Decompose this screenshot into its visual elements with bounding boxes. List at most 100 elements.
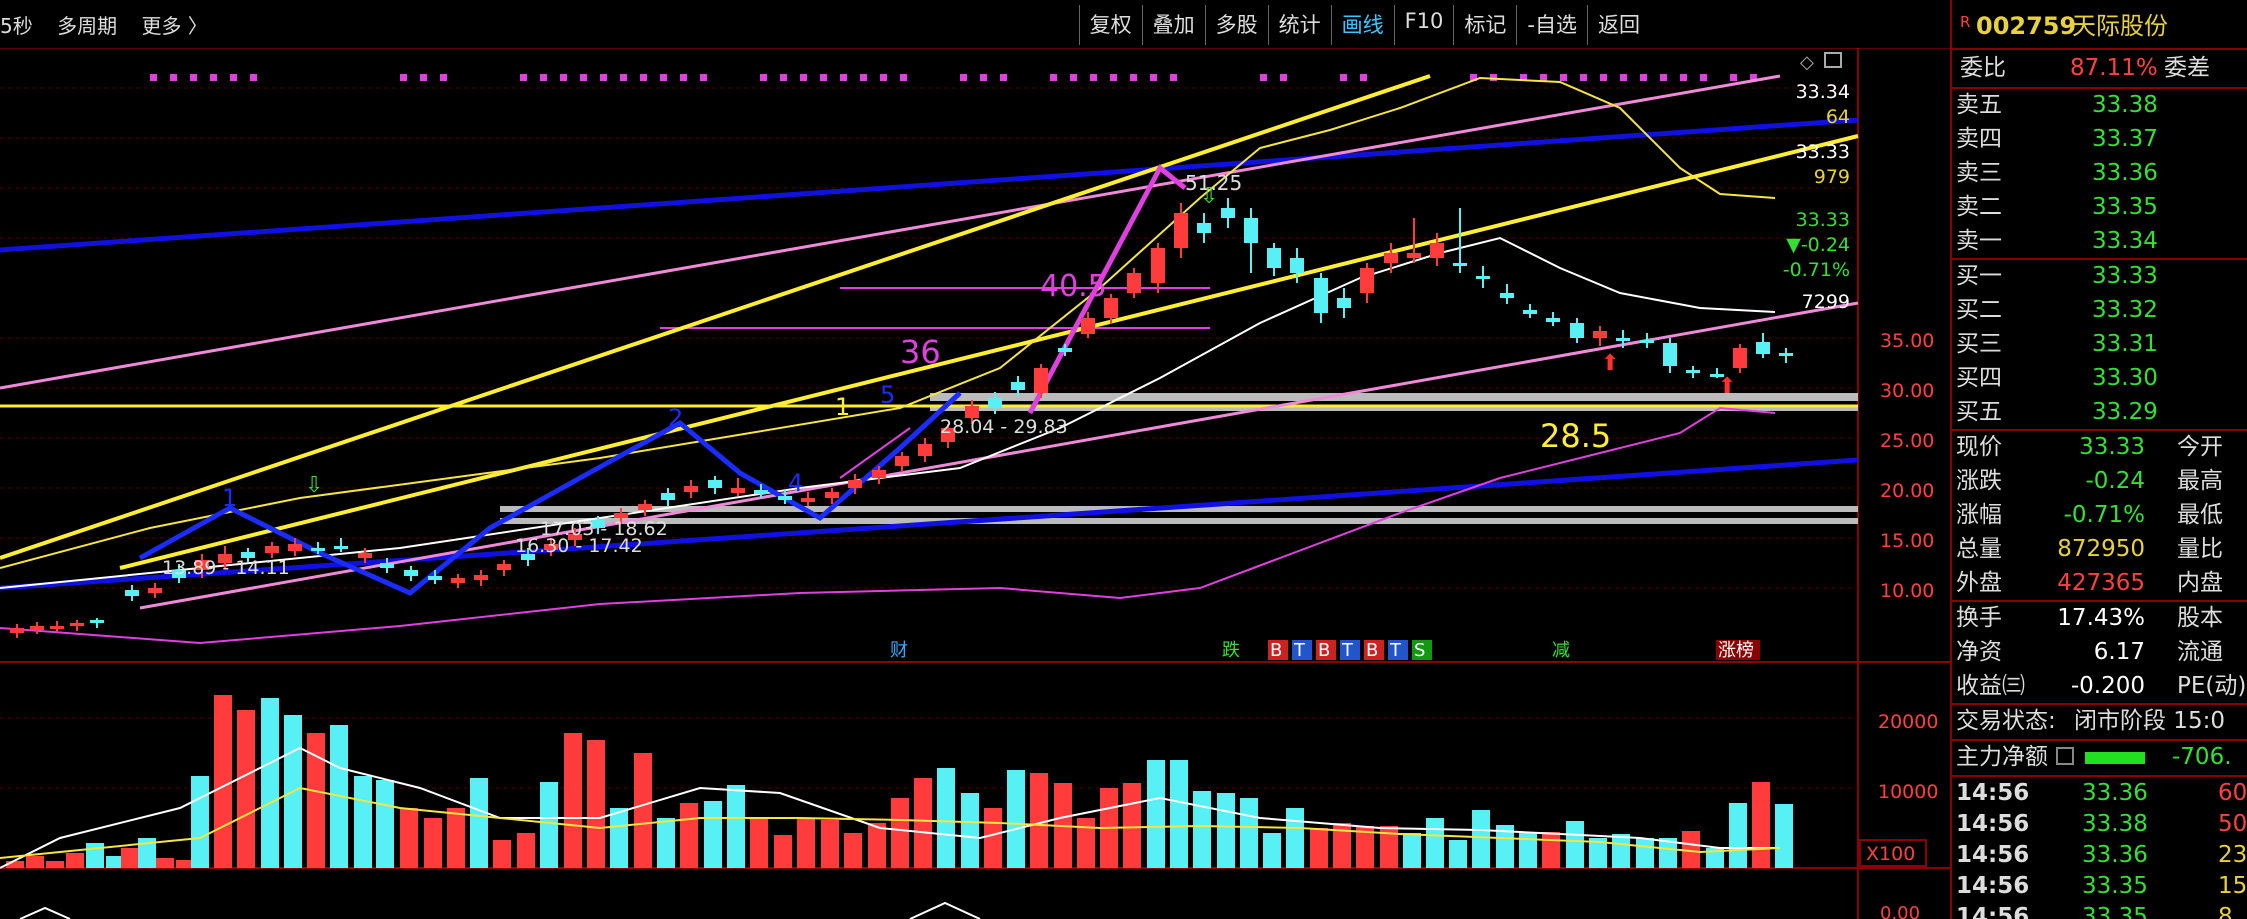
order-ratio-row: 委比 87.11% 委差 [1952,52,2247,85]
event-marker[interactable]: T [1341,640,1354,661]
marker-dot [780,74,787,81]
candle-body [1034,368,1048,393]
quote-label-2: 内盘 [2177,570,2223,596]
quote-label-2: 量比 [2177,536,2223,562]
volume-bar [447,808,465,868]
event-marker[interactable]: B [1270,640,1282,661]
toolbar-back-button[interactable]: 返回 [1587,5,1650,45]
candle-body [125,590,139,596]
event-marker[interactable]: 财 [890,640,908,661]
volume-bar [376,780,394,868]
event-marker[interactable]: 减 [1552,640,1570,661]
toolbar-watchlist-button[interactable]: -自选 [1516,5,1587,45]
toolbar-overlay-button[interactable]: 叠加 [1141,5,1205,45]
marker-dot [520,74,527,81]
toolbar-stats-button[interactable]: 统计 [1267,5,1331,45]
candle-body [70,623,84,626]
pink-trend-line-top[interactable] [0,74,1781,390]
candle-body [1174,213,1188,248]
axis-readout: ▼-0.24 [1786,234,1850,256]
pink-trend-line-bottom[interactable] [139,301,1859,610]
order-level-price: 33.29 [2092,399,2158,425]
candle-body [288,544,302,551]
volume-bars[interactable] [6,695,1793,868]
order-level-row[interactable]: 卖三 33.36 [1952,157,2247,190]
candle-body [10,628,24,633]
magenta-wave-segment[interactable] [1027,164,1187,415]
candlesticks[interactable] [10,198,1793,638]
event-badge-bg [1316,640,1336,660]
order-level-label: 卖五 [1956,92,2002,118]
marker-dot [1540,74,1547,81]
candle-body [918,444,932,456]
zone-label-4: 13.89 - 14.11 [162,557,290,579]
order-level-row[interactable]: 卖四 33.37 [1952,123,2247,156]
toolbar-f10-button[interactable]: F10 [1393,5,1454,45]
order-level-row[interactable]: 卖一 33.34 [1952,225,2247,258]
high-price-label: 51.25 [1185,171,1242,195]
quote-value: -0.24 [2085,468,2145,494]
order-level-label: 卖一 [1956,228,2002,254]
table-icon[interactable] [2056,747,2074,765]
quote-label: 涨幅 [1956,502,2002,528]
toolbar-draw-button[interactable]: 画线 [1330,5,1394,45]
event-marker[interactable]: 跌 [1222,640,1240,661]
event-marker[interactable]: T [1293,640,1306,661]
order-level-label: 买一 [1956,263,2002,289]
order-level-row[interactable]: 买四 33.30 [1952,362,2247,395]
yellow-channel-top[interactable] [0,74,1431,560]
ma-white-line [0,236,1776,589]
tab-5s[interactable]: 5秒 [0,14,33,38]
candle-body [801,498,815,502]
volume-bar [1077,818,1095,868]
wave-path[interactable] [138,391,962,596]
event-marker[interactable]: T [1389,640,1402,661]
toolbar-multi-stock-button[interactable]: 多股 [1204,5,1268,45]
diamond-icon[interactable]: ◇ [1800,52,1814,73]
marker-dot [1600,74,1607,81]
candle-body [1197,223,1211,233]
stock-code[interactable]: 002759 [1976,12,2077,40]
candle-body [1267,248,1281,268]
order-level-row[interactable]: 买三 33.31 [1952,328,2247,361]
marker-dot [170,74,177,81]
toolbar-mark-button[interactable]: 标记 [1453,5,1516,45]
quote-value: -0.71% [2063,502,2145,528]
tab-multi-period[interactable]: 多周期 [57,14,118,38]
event-marker[interactable]: S [1414,640,1425,661]
event-marker[interactable]: B [1318,640,1330,661]
blue-trend-line-top[interactable] [0,117,1859,253]
stock-name[interactable]: 天际股份 [2072,12,2168,40]
order-level-row[interactable]: 买二 33.32 [1952,294,2247,327]
order-level-row[interactable]: 买五 33.29 [1952,396,2247,429]
axis-readout: 979 [1814,166,1850,188]
marker-dot [1280,74,1287,81]
candle-body [1127,273,1141,293]
quote-row: 涨跌 -0.24 最高 [1952,465,2247,498]
marker-dot [1150,74,1157,81]
order-level-price: 33.30 [2092,365,2158,391]
marker-dot [210,74,217,81]
fundamental-label-2: 股本 [2177,605,2223,631]
marker-dot [880,74,887,81]
quote-row: 总量 872950 量比 [1952,533,2247,566]
order-level-row[interactable]: 买一 33.33 [1952,260,2247,293]
zone-band-mid-2 [500,518,1858,524]
blue-trend-line-bottom[interactable] [0,457,1859,591]
yellow-channel-bottom[interactable] [119,134,1859,570]
event-marker[interactable]: B [1366,640,1378,661]
order-level-row[interactable]: 卖五 33.38 [1952,89,2247,122]
marker-dot [230,74,237,81]
order-level-price: 33.34 [2092,228,2158,254]
candle-body [614,513,628,518]
order-level-row[interactable]: 卖二 33.35 [1952,191,2247,224]
window-icon[interactable] [1824,52,1842,68]
toolbar-adjust-button[interactable]: 复权 [1078,5,1142,45]
event-marker[interactable]: 涨榜 [1718,640,1754,661]
order-level-label: 买四 [1956,365,2002,391]
chart-area[interactable]: 51.25 40.5 36 28.5 1 5 2 1 4 28.04 - 29.… [0,48,1950,919]
candle-body [1407,253,1421,258]
tab-more[interactable]: 更多 〉 [141,14,208,38]
candle-body [90,620,104,623]
volume-bar [1472,810,1490,868]
